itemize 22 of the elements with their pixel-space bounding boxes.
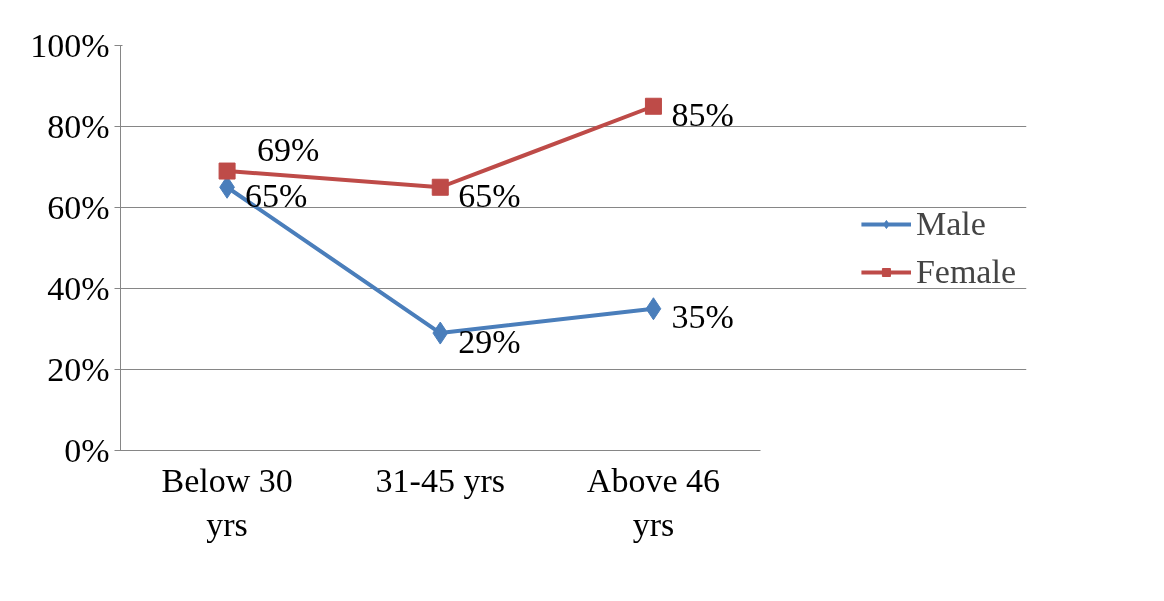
y-tick-label: 60%: [47, 189, 110, 226]
x-tick-label: Below 30 yrs: [161, 461, 293, 543]
data-label: 69%: [257, 130, 320, 168]
point: [645, 297, 662, 321]
legend-label: Male: [915, 204, 986, 243]
y-tick-label: 20%: [47, 351, 110, 388]
data-label: 65%: [458, 176, 521, 214]
point: [218, 162, 236, 180]
data-label: 29%: [458, 322, 521, 360]
point: [644, 97, 662, 115]
y-tick-label: 80%: [47, 108, 110, 145]
y-tick-label: 40%: [47, 270, 110, 307]
data-label: 65%: [245, 176, 308, 214]
point: [431, 178, 449, 196]
data-label: 35%: [671, 298, 734, 336]
y-tick-label: 100%: [30, 27, 110, 64]
x-tick-label: Above 46 yrs: [586, 461, 721, 543]
point: [432, 321, 449, 345]
data-label: 85%: [671, 95, 734, 133]
y-tick-label: 0%: [64, 432, 110, 469]
x-tick-label: 31-45 yrs: [375, 461, 505, 499]
legend-label: Female: [915, 252, 1016, 291]
